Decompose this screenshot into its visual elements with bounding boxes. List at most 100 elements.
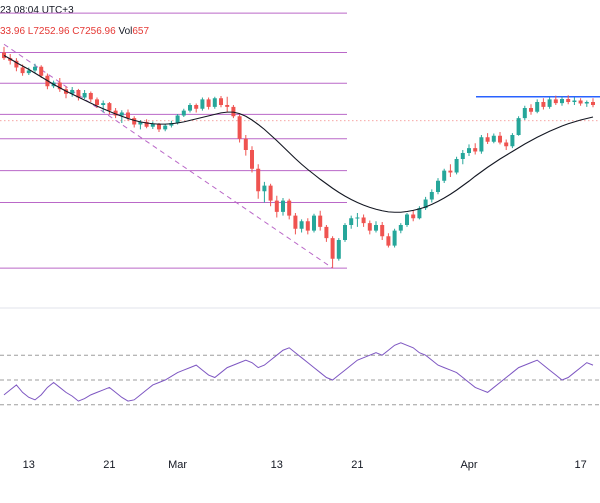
candle-body	[584, 102, 589, 104]
candle-body	[250, 150, 254, 169]
candle	[237, 114, 242, 143]
candle-body	[535, 102, 540, 112]
candle	[243, 135, 248, 156]
candle-body	[460, 153, 465, 159]
candle	[113, 108, 118, 119]
fib-trend-line	[3, 43, 333, 269]
candle	[436, 178, 440, 195]
candle-body	[343, 225, 347, 240]
candle	[591, 98, 595, 108]
candle	[281, 198, 285, 216]
candle	[194, 103, 199, 113]
candle-body	[237, 116, 242, 139]
x-tick-label: 21	[103, 459, 115, 471]
header-vol-label: Vol	[118, 26, 133, 37]
candle	[312, 213, 316, 233]
candle-body	[281, 200, 285, 212]
candle	[454, 156, 459, 175]
candle-body	[405, 214, 409, 225]
candle	[522, 105, 527, 120]
candle	[355, 213, 360, 227]
candle-body	[150, 123, 155, 127]
candle-body	[126, 112, 130, 119]
candle-body	[287, 200, 292, 216]
x-tick-label: 17	[574, 459, 586, 471]
candle-body	[429, 192, 434, 200]
candle	[405, 213, 409, 227]
candle-body	[175, 115, 180, 123]
candle-body	[144, 121, 149, 127]
candle	[380, 222, 385, 240]
candle-body	[20, 67, 25, 74]
header-vol-value: 657	[132, 26, 150, 37]
candle-body	[33, 66, 37, 71]
candle-body	[553, 99, 558, 104]
candle	[287, 198, 292, 220]
candle	[541, 98, 546, 110]
rsi-line	[3, 342, 594, 402]
moving-average	[3, 55, 594, 213]
candle	[398, 223, 403, 234]
candle	[33, 63, 37, 74]
header-ohlc-values: 33.96 L7252.96 C7256.96	[0, 26, 116, 37]
candle	[212, 96, 217, 109]
candle	[101, 100, 106, 113]
candle	[39, 65, 44, 78]
candle	[250, 146, 254, 173]
candle-body	[194, 105, 199, 109]
candle	[181, 108, 186, 117]
x-tick-label: Mar	[168, 459, 187, 471]
candle-body	[88, 93, 93, 100]
candle-body	[398, 225, 403, 231]
candle-body	[2, 52, 6, 59]
candle	[188, 103, 192, 113]
candle	[584, 100, 589, 107]
candle-body	[181, 110, 186, 116]
candle	[504, 139, 509, 150]
candle-body	[355, 217, 360, 219]
candle	[423, 196, 428, 210]
candle-body	[448, 170, 453, 173]
candle-body	[157, 123, 161, 130]
candle-body	[349, 218, 354, 225]
candle	[2, 46, 6, 60]
candle	[132, 116, 137, 128]
candle-body	[479, 137, 484, 152]
candle-body	[82, 93, 87, 98]
candle-body	[578, 100, 583, 104]
candle-body	[374, 225, 378, 231]
candle-body	[132, 118, 137, 125]
candle	[485, 133, 490, 144]
candle-body	[423, 199, 428, 209]
candle	[14, 58, 19, 72]
candle	[547, 97, 552, 109]
candle-body	[547, 99, 552, 107]
candle	[262, 181, 267, 203]
candle-body	[299, 221, 304, 229]
candle	[231, 105, 236, 119]
candle	[516, 116, 521, 136]
moving-average-line	[3, 55, 594, 213]
candle	[349, 215, 354, 229]
candle	[107, 102, 112, 115]
candle-body	[560, 99, 564, 104]
candle	[330, 236, 335, 269]
chart-header: 23 08:04 UTC+3 33.96 L7252.96 C7256.96 V…	[0, 0, 600, 40]
candle-body	[591, 102, 595, 105]
candle-body	[330, 238, 335, 259]
candle-body	[417, 208, 422, 219]
candle-body	[305, 221, 310, 231]
candle-body	[163, 125, 168, 130]
candle-body	[188, 105, 192, 111]
candle-body	[454, 159, 459, 173]
candle	[336, 238, 341, 261]
candle-body	[101, 103, 106, 105]
candle	[566, 95, 571, 105]
candle-body	[541, 102, 546, 107]
candle-body	[498, 135, 502, 143]
candle	[256, 164, 261, 199]
candle	[386, 233, 391, 248]
candle	[150, 121, 155, 129]
candle-body	[206, 99, 211, 107]
